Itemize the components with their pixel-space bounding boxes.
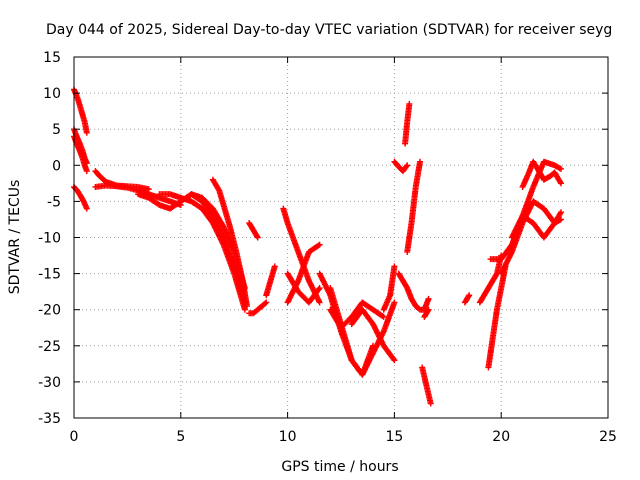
track-t12 [246, 220, 261, 241]
data-point [379, 313, 386, 320]
data-point [316, 241, 323, 248]
data-point [83, 205, 90, 212]
data-point [316, 299, 323, 306]
data-point [315, 286, 322, 293]
track-t11 [246, 299, 270, 317]
data-point [391, 263, 398, 270]
data-point [390, 356, 397, 363]
data-points [71, 86, 565, 407]
data-point [263, 299, 270, 306]
track-t27 [421, 306, 432, 320]
grid [74, 57, 608, 418]
y-tick-label: -30 [38, 375, 61, 391]
track-t16 [284, 270, 323, 306]
data-point [406, 100, 413, 107]
chart-title: Day 044 of 2025, Sidereal Day-to-day VTE… [46, 22, 612, 38]
data-point [403, 163, 410, 170]
y-tick-label: 5 [52, 122, 61, 138]
x-tick-label: 0 [70, 429, 79, 445]
track-t13 [263, 263, 278, 299]
y-axis-label: SDTVAR / TECUs [7, 180, 23, 295]
data-point [83, 168, 90, 175]
data-point [417, 158, 424, 165]
track-t06 [92, 182, 184, 209]
data-point [271, 263, 278, 270]
track-t26 [419, 364, 434, 407]
y-tick-label: 0 [52, 158, 61, 174]
data-point [391, 357, 398, 364]
x-tick-label: 5 [176, 429, 185, 445]
y-tick-label: -35 [38, 411, 61, 427]
data-point [391, 299, 398, 306]
track-t10 [209, 176, 251, 310]
y-tick-label: -15 [38, 267, 61, 283]
x-axis-ticks: 0 5 10 15 20 25 [70, 57, 617, 445]
data-point [315, 242, 322, 249]
data-point [424, 307, 431, 314]
y-tick-label: -10 [38, 231, 61, 247]
track-t24 [395, 270, 432, 313]
y-tick-label: -5 [47, 194, 61, 210]
data-point [380, 313, 387, 320]
y-tick-label: 15 [43, 50, 61, 66]
data-point [425, 306, 432, 313]
track-t03 [71, 133, 90, 175]
x-tick-label: 25 [599, 429, 617, 445]
data-point [254, 234, 261, 241]
track-t25 [404, 158, 424, 255]
x-axis-label: GPS time / hours [281, 459, 398, 475]
track-t30 [485, 263, 509, 371]
track-t21 [380, 263, 398, 313]
data-point [466, 292, 473, 299]
data-point [465, 293, 472, 300]
data-point [427, 400, 434, 407]
data-point [83, 129, 90, 136]
track-t20 [348, 306, 398, 364]
data-point [253, 233, 260, 240]
data-point [316, 285, 323, 292]
y-tick-label: -25 [38, 339, 61, 355]
track-t19 [327, 299, 387, 331]
track-t34 [519, 158, 565, 190]
y-axis-ticks: 15 10 5 0 -5 -10 -15 -20 -25 -30 -35 [38, 50, 608, 427]
track-t32 [498, 198, 565, 277]
data-point [404, 162, 411, 169]
data-point [558, 165, 565, 172]
track-t08 [156, 191, 248, 313]
x-tick-label: 20 [492, 429, 510, 445]
y-tick-label: -20 [38, 303, 61, 319]
track-t22 [391, 158, 411, 175]
data-point [241, 306, 248, 313]
y-tick-label: 10 [43, 86, 61, 102]
track-t15 [284, 241, 323, 306]
data-point [262, 300, 269, 307]
track-t28 [461, 292, 473, 306]
data-point [244, 303, 251, 310]
data-point [425, 295, 432, 302]
data-point [493, 271, 500, 278]
x-tick-label: 15 [385, 429, 403, 445]
x-tick-label: 10 [279, 429, 297, 445]
data-point [558, 180, 565, 187]
track-t23 [402, 100, 413, 147]
data-point [556, 165, 563, 172]
data-point [558, 209, 565, 216]
track-t33 [508, 209, 565, 241]
data-point [145, 186, 152, 193]
